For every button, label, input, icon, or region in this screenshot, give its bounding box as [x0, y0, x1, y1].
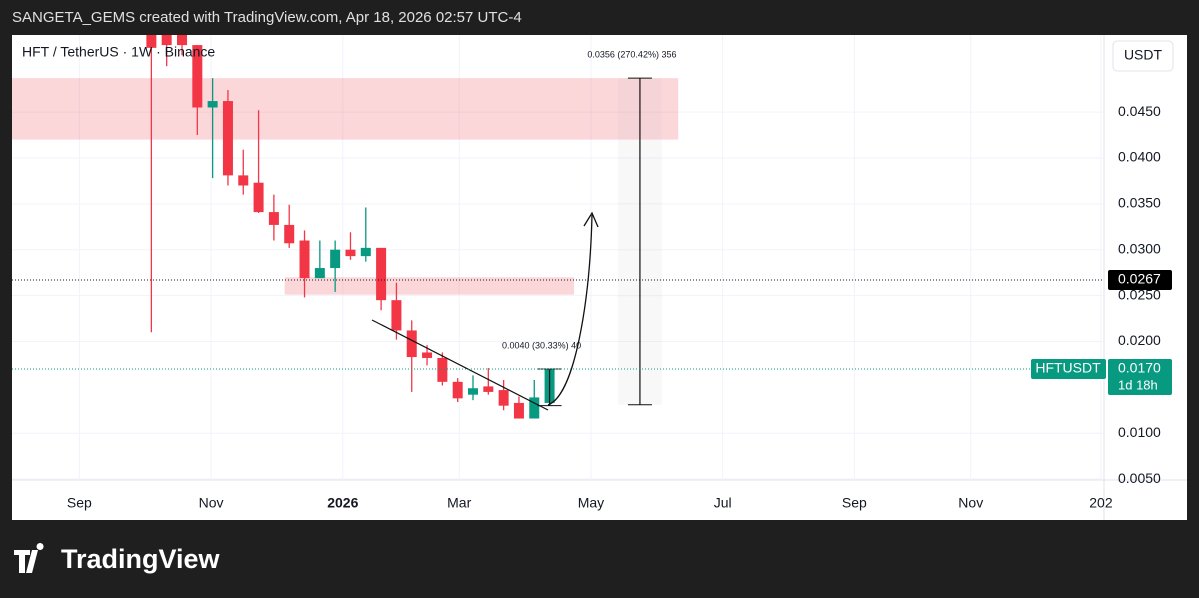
brand: TradingView — [61, 544, 221, 574]
price-label: 0.0267 — [1118, 271, 1161, 287]
candle-body — [207, 101, 218, 108]
candle-body — [314, 268, 325, 279]
candle-body — [376, 247, 387, 301]
x-tick-label: Sep — [842, 495, 867, 511]
chart-area — [12, 35, 1187, 520]
candle-body — [192, 45, 203, 108]
y-tick-label: 0.0250 — [1118, 286, 1161, 302]
x-tick-label: Nov — [958, 495, 983, 511]
x-tick-label: Mar — [447, 495, 471, 511]
grid — [12, 35, 1104, 480]
candle-body — [177, 35, 188, 46]
candle-body — [146, 35, 157, 48]
candle-body — [345, 249, 356, 257]
chart-title: HFT / TetherUS · 1W · Binance — [22, 44, 215, 60]
candle-body — [467, 388, 478, 395]
zones — [12, 78, 679, 295]
axes: 0.0050 0.0100 0.0200 0.0250 0.0300 0.0350 0.04… — [67, 103, 1161, 511]
y-tick-label: 0.0400 — [1118, 149, 1161, 165]
candle-body — [422, 352, 433, 358]
logo-icon — [14, 543, 44, 573]
header: SANGETA_GEMS created with TradingView.co… — [12, 9, 522, 26]
zone — [12, 78, 679, 140]
candle-body — [483, 386, 494, 392]
symbol-label: HFTUSDT — [1035, 360, 1101, 376]
measure-label: 0.0356 (270.42%) 356 — [587, 49, 676, 59]
y-tick-label: 0.0300 — [1118, 240, 1161, 256]
y-tick-label: 0.0450 — [1118, 103, 1161, 119]
x-tick-label: Sep — [67, 495, 92, 511]
candle-body — [253, 182, 264, 213]
symbol-tag — [1031, 358, 1106, 379]
candle-body — [513, 402, 524, 419]
candle-body — [268, 212, 279, 225]
candle-body — [529, 397, 540, 419]
candle-body — [498, 390, 509, 406]
zone — [284, 277, 575, 295]
candle-body — [391, 300, 402, 331]
logo: TradingView — [14, 543, 221, 574]
measure-label: 0.0040 (30.33%) 40 — [502, 340, 581, 350]
x-tick-label: May — [578, 495, 604, 511]
candle-body — [452, 381, 463, 399]
x-tick-label: 2026 — [327, 495, 358, 511]
candle-body — [360, 247, 371, 257]
arrow-head — [583, 211, 599, 228]
arrow-curve — [547, 214, 593, 406]
y-tick-label: 0.0050 — [1118, 470, 1161, 486]
y-tick-label: 0.0350 — [1118, 195, 1161, 211]
candle-body — [222, 101, 233, 176]
price-tag — [1108, 269, 1172, 290]
candle-body — [284, 224, 295, 244]
drawings: 0.0356 (270.42%) 356 0.0040 (30.33%) 40 0.… — [12, 40, 1174, 411]
y-tick-label: 0.0100 — [1118, 424, 1161, 440]
trend-line — [371, 319, 549, 411]
countdown: 1d 18h — [1118, 377, 1158, 392]
candle-body — [406, 330, 417, 358]
price-label: 0.0170 — [1118, 360, 1161, 376]
candle-body — [161, 35, 172, 46]
x-tick-label: 202 — [1089, 495, 1113, 511]
currency-button[interactable] — [1112, 40, 1174, 72]
y-tick-label: 0.0200 — [1118, 332, 1161, 348]
x-tick-label: Nov — [199, 495, 224, 511]
candle-body — [299, 240, 310, 279]
price-tag — [1108, 358, 1172, 395]
candle-body — [437, 357, 448, 382]
candle-body — [238, 175, 249, 186]
candles — [146, 35, 555, 419]
candle-body — [330, 249, 341, 269]
x-tick-label: Jul — [714, 495, 732, 511]
currency[interactable]: USDT — [1124, 47, 1163, 63]
